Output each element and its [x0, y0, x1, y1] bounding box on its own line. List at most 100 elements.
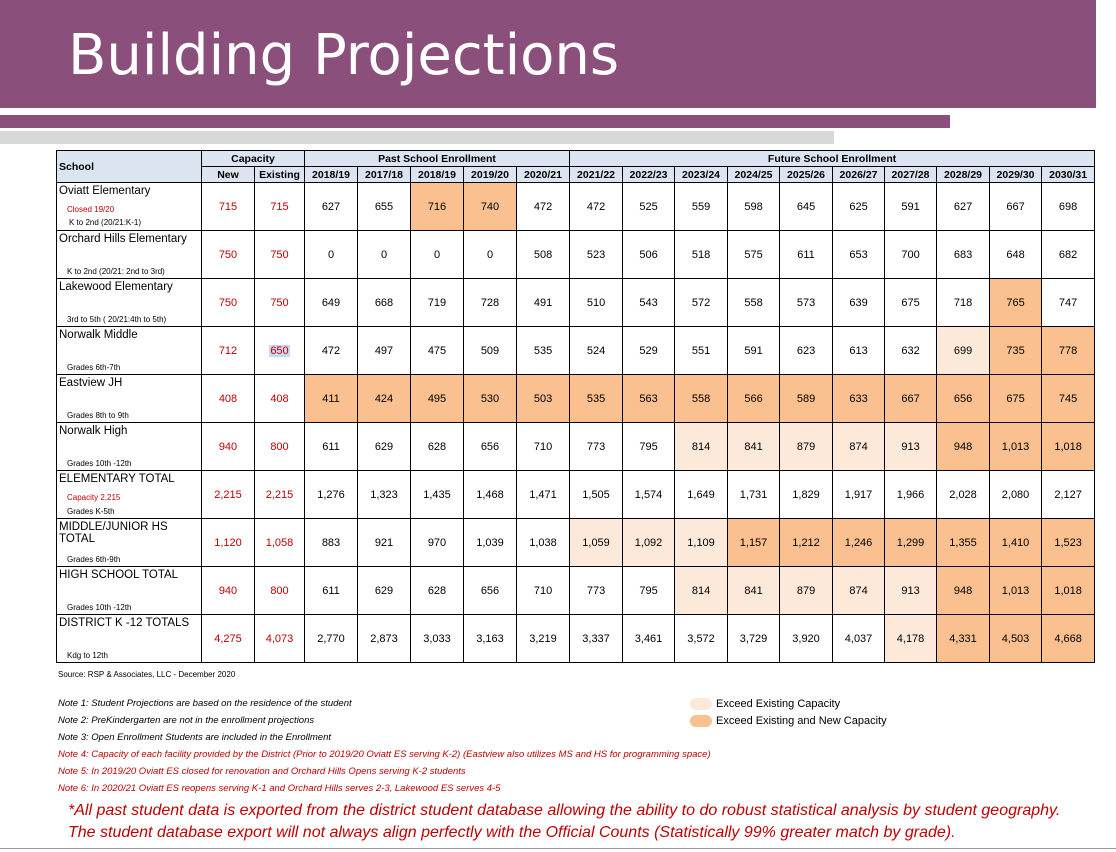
enrollment-cell: 913 [884, 422, 938, 471]
note-3: Note 3: Open Enrollment Students are inc… [58, 732, 332, 743]
enrollment-cell: 573 [779, 278, 834, 327]
enrollment-cell: 1,917 [832, 470, 886, 519]
enrollment-cell: 598 [727, 182, 781, 231]
enrollment-cell: 879 [779, 566, 834, 615]
enrollment-cell: 1,246 [832, 518, 886, 567]
enrollment-cell: 629 [357, 422, 411, 471]
legend-existing: Exceed Existing Capacity [690, 695, 887, 712]
header-year: 2023/24 [674, 166, 729, 183]
enrollment-cell: 4,668 [1041, 614, 1096, 663]
enrollment-cell: 510 [569, 278, 624, 327]
enrollment-cell: 913 [884, 566, 938, 615]
enrollment-cell: 814 [674, 566, 729, 615]
footnote-line-1: *All past student data is exported from … [68, 802, 1061, 819]
school-cell: HIGH SCHOOL TOTAL Grades 10th -12th [56, 566, 202, 615]
enrollment-cell: 1,038 [515, 518, 571, 567]
capacity-new: 2,215 [201, 470, 255, 519]
enrollment-cell: 2,080 [989, 470, 1043, 519]
enrollment-cell: 535 [515, 326, 571, 375]
enrollment-cell: 653 [832, 230, 886, 279]
enrollment-cell: 558 [727, 278, 781, 327]
note-5: Note 5: In 2019/20 Oviatt ES closed for … [58, 766, 466, 777]
enrollment-cell: 589 [779, 374, 834, 423]
enrollment-cell: 675 [884, 278, 938, 327]
enrollment-cell: 1,013 [989, 566, 1043, 615]
enrollment-cell: 883 [304, 518, 358, 567]
capacity-existing-cell: 408 [254, 374, 305, 423]
enrollment-cell: 629 [357, 566, 411, 615]
enrollment-cell: 1,018 [1041, 422, 1096, 471]
table-row: Oviatt Elementary Closed 19/20 K to 2nd (2… [56, 182, 1096, 231]
enrollment-cell: 4,331 [936, 614, 991, 663]
enrollment-cell: 1,505 [569, 470, 624, 519]
capacity-existing: 750 [270, 296, 289, 309]
header-future-enrollment: Future School Enrollment [569, 150, 1096, 167]
enrollment-cell: 525 [622, 182, 676, 231]
enrollment-cell: 699 [936, 326, 991, 375]
table-row: HIGH SCHOOL TOTAL Grades 10th -12th 940 800… [56, 566, 1096, 615]
school-name: HIGH SCHOOL TOTAL [59, 569, 179, 581]
header-past-enrollment: Past School Enrollment [303, 150, 571, 167]
capacity-existing-cell: 715 [254, 182, 305, 231]
school-grades: 3rd to 5th ( 20/21:4th to 5th) [67, 315, 167, 324]
legend-label-new: Exceed Existing and New Capacity [716, 714, 887, 727]
school-grades: Kdg to 12th [67, 651, 108, 660]
school-name: MIDDLE/JUNIOR HS TOTAL [59, 521, 168, 545]
enrollment-cell: 874 [832, 566, 886, 615]
enrollment-cell: 841 [727, 566, 781, 615]
enrollment-cell: 497 [357, 326, 411, 375]
school-grades: Grades 6th-7th [67, 363, 121, 372]
header-row-2: New Existing 2018/19 2017/18 2018/19 2019/2… [57, 166, 1096, 183]
table-row: Lakewood Elementary 3rd to 5th ( 20/21:4t… [56, 278, 1096, 327]
legend-swatch-dark [690, 714, 712, 727]
enrollment-cell: 628 [410, 566, 464, 615]
school-name: Norwalk Middle [59, 329, 138, 341]
enrollment-cell: 710 [515, 566, 571, 615]
enrollment-cell: 543 [622, 278, 676, 327]
school-status: Capacity 2,215 [67, 493, 121, 502]
school-name: ELEMENTARY TOTAL [59, 473, 175, 485]
enrollment-cell: 1,039 [463, 518, 517, 567]
header-year: 2026/27 [832, 166, 886, 183]
enrollment-cell: 623 [779, 326, 834, 375]
capacity-new: 940 [201, 566, 255, 615]
enrollment-cell: 682 [1041, 230, 1096, 279]
title-bar [0, 0, 1096, 108]
enrollment-cell: 795 [622, 566, 676, 615]
enrollment-cell: 558 [674, 374, 729, 423]
note-2: Note 2: PreKindergarten are not in the e… [58, 715, 315, 726]
school-grades: Grades 6th-9th [67, 555, 121, 564]
capacity-new: 940 [201, 422, 255, 471]
enrollment-cell: 472 [304, 326, 358, 375]
bottom-rule [0, 848, 1116, 849]
enrollment-cell: 3,920 [779, 614, 834, 663]
enrollment-cell: 530 [463, 374, 517, 423]
enrollment-cell: 639 [832, 278, 886, 327]
note-4: Note 4: Capacity of each facility provid… [58, 749, 711, 760]
enrollment-cell: 718 [936, 278, 991, 327]
header-existing: Existing [254, 166, 305, 183]
enrollment-cell: 611 [779, 230, 834, 279]
enrollment-cell: 874 [832, 422, 886, 471]
enrollment-cell: 506 [622, 230, 676, 279]
enrollment-table: School Capacity Past School Enrollment F… [56, 150, 1096, 663]
enrollment-cell: 0 [304, 230, 358, 279]
enrollment-cell: 1,013 [989, 422, 1043, 471]
enrollment-cell: 591 [884, 182, 938, 231]
school-cell: Oviatt Elementary Closed 19/20 K to 2nd (2… [56, 182, 202, 231]
enrollment-cell: 667 [884, 374, 938, 423]
capacity-existing-cell: 800 [254, 566, 305, 615]
capacity-existing-cell: 750 [254, 230, 305, 279]
table-row: Eastview JH Grades 8th to 9th 408 408 411 424… [56, 374, 1096, 423]
school-cell: ELEMENTARY TOTAL Capacity 2,215 Grades K-5… [56, 470, 202, 519]
enrollment-cell: 633 [832, 374, 886, 423]
enrollment-cell: 948 [936, 422, 991, 471]
enrollment-cell: 1,157 [727, 518, 781, 567]
enrollment-cell: 625 [832, 182, 886, 231]
capacity-existing-cell: 750 [254, 278, 305, 327]
enrollment-cell: 778 [1041, 326, 1096, 375]
legend-swatch-light [690, 697, 712, 710]
enrollment-cell: 628 [410, 422, 464, 471]
enrollment-cell: 411 [304, 374, 358, 423]
enrollment-cell: 563 [622, 374, 676, 423]
